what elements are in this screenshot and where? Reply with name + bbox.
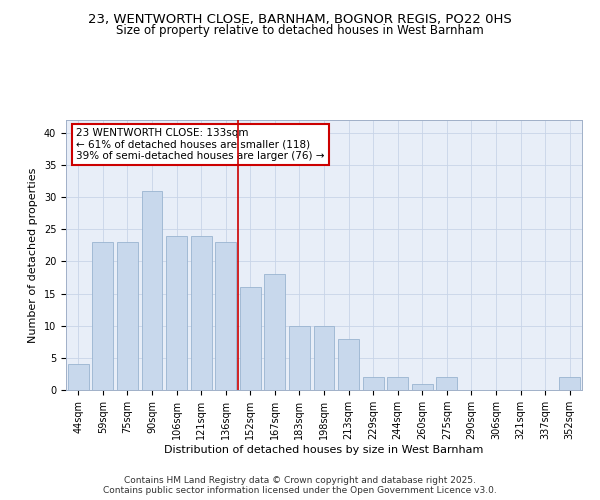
Bar — [265, 274, 286, 390]
Text: 23 WENTWORTH CLOSE: 133sqm
← 61% of detached houses are smaller (118)
39% of sem: 23 WENTWORTH CLOSE: 133sqm ← 61% of deta… — [76, 128, 325, 162]
Bar — [240, 287, 261, 390]
Text: Contains HM Land Registry data © Crown copyright and database right 2025.
Contai: Contains HM Land Registry data © Crown c… — [103, 476, 497, 495]
Bar — [412, 384, 433, 390]
Bar — [92, 242, 113, 390]
Bar — [191, 236, 212, 390]
Bar — [314, 326, 334, 390]
Bar — [289, 326, 310, 390]
Bar — [362, 377, 383, 390]
X-axis label: Distribution of detached houses by size in West Barnham: Distribution of detached houses by size … — [164, 445, 484, 455]
Bar — [215, 242, 236, 390]
Bar — [436, 377, 457, 390]
Bar — [68, 364, 89, 390]
Bar — [559, 377, 580, 390]
Y-axis label: Number of detached properties: Number of detached properties — [28, 168, 38, 342]
Bar — [142, 190, 163, 390]
Bar — [338, 338, 359, 390]
Bar — [387, 377, 408, 390]
Bar — [166, 236, 187, 390]
Bar — [117, 242, 138, 390]
Text: 23, WENTWORTH CLOSE, BARNHAM, BOGNOR REGIS, PO22 0HS: 23, WENTWORTH CLOSE, BARNHAM, BOGNOR REG… — [88, 12, 512, 26]
Text: Size of property relative to detached houses in West Barnham: Size of property relative to detached ho… — [116, 24, 484, 37]
